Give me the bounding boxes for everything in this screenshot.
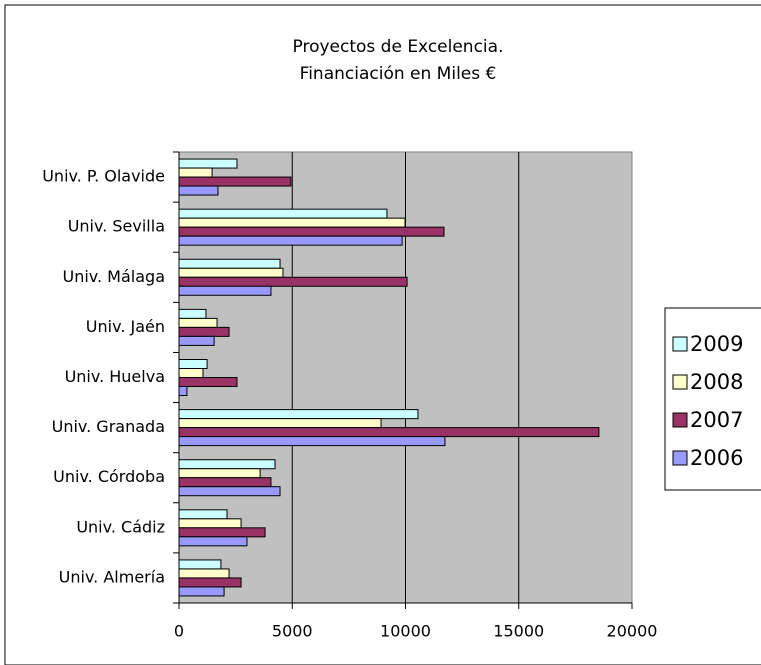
bar xyxy=(178,577,242,588)
legend-swatch xyxy=(672,450,688,466)
bar xyxy=(178,459,276,470)
y-tick-label: Univ. Almería xyxy=(59,567,165,586)
bar xyxy=(178,586,225,597)
chart-title: Proyectos de Excelencia. xyxy=(293,37,504,57)
bar xyxy=(178,418,382,429)
y-tick-label: Univ. P. Olavide xyxy=(42,167,165,186)
bar xyxy=(178,308,207,319)
bar xyxy=(178,559,222,570)
bar xyxy=(178,377,238,387)
bar xyxy=(178,359,208,369)
bar xyxy=(178,468,261,479)
y-tick-label: Univ. Huelva xyxy=(65,367,165,386)
x-tick-label: 10000 xyxy=(380,622,431,641)
y-tick-label: Univ. Cádiz xyxy=(76,517,165,536)
bar xyxy=(178,235,403,246)
bar xyxy=(178,568,230,579)
bar xyxy=(178,285,272,296)
x-tick-label: 15000 xyxy=(493,622,544,641)
bar xyxy=(178,509,228,520)
x-tick-label: 20000 xyxy=(607,622,658,641)
chart-title: Financiación en Miles € xyxy=(300,64,497,84)
bar xyxy=(178,518,242,529)
bar xyxy=(178,527,266,538)
y-tick-label: Univ. Granada xyxy=(52,417,165,436)
bar xyxy=(178,217,406,228)
legend-swatch xyxy=(672,412,688,428)
y-tick-label: Univ. Málaga xyxy=(62,267,165,286)
legend-swatch xyxy=(672,374,688,390)
y-tick-label: Univ. Jaén xyxy=(86,317,165,336)
bar xyxy=(178,267,284,278)
bar xyxy=(178,258,281,269)
bar xyxy=(178,436,446,447)
y-tick-label: Univ. Sevilla xyxy=(68,217,165,236)
bar xyxy=(178,276,408,287)
legend-label: 2006 xyxy=(690,446,743,470)
bar xyxy=(178,158,238,169)
legend-swatch xyxy=(672,336,688,352)
bar xyxy=(178,176,292,187)
legend-label: 2008 xyxy=(690,370,743,394)
bar xyxy=(178,326,230,337)
bar xyxy=(178,317,218,328)
bar xyxy=(178,167,213,178)
bar xyxy=(178,427,600,438)
bar xyxy=(178,368,204,378)
x-tick-label: 5000 xyxy=(272,622,313,641)
legend-label: 2009 xyxy=(690,332,743,356)
y-tick-label: Univ. Córdoba xyxy=(53,467,165,486)
bar xyxy=(178,477,272,488)
bar xyxy=(178,335,215,346)
bar xyxy=(178,226,445,237)
bar xyxy=(178,486,281,497)
bar xyxy=(178,386,188,396)
bar xyxy=(178,185,219,196)
bar xyxy=(178,409,419,420)
bar xyxy=(178,536,248,547)
x-tick-label: 0 xyxy=(174,622,184,641)
legend-label: 2007 xyxy=(690,408,743,432)
bar xyxy=(178,208,388,219)
